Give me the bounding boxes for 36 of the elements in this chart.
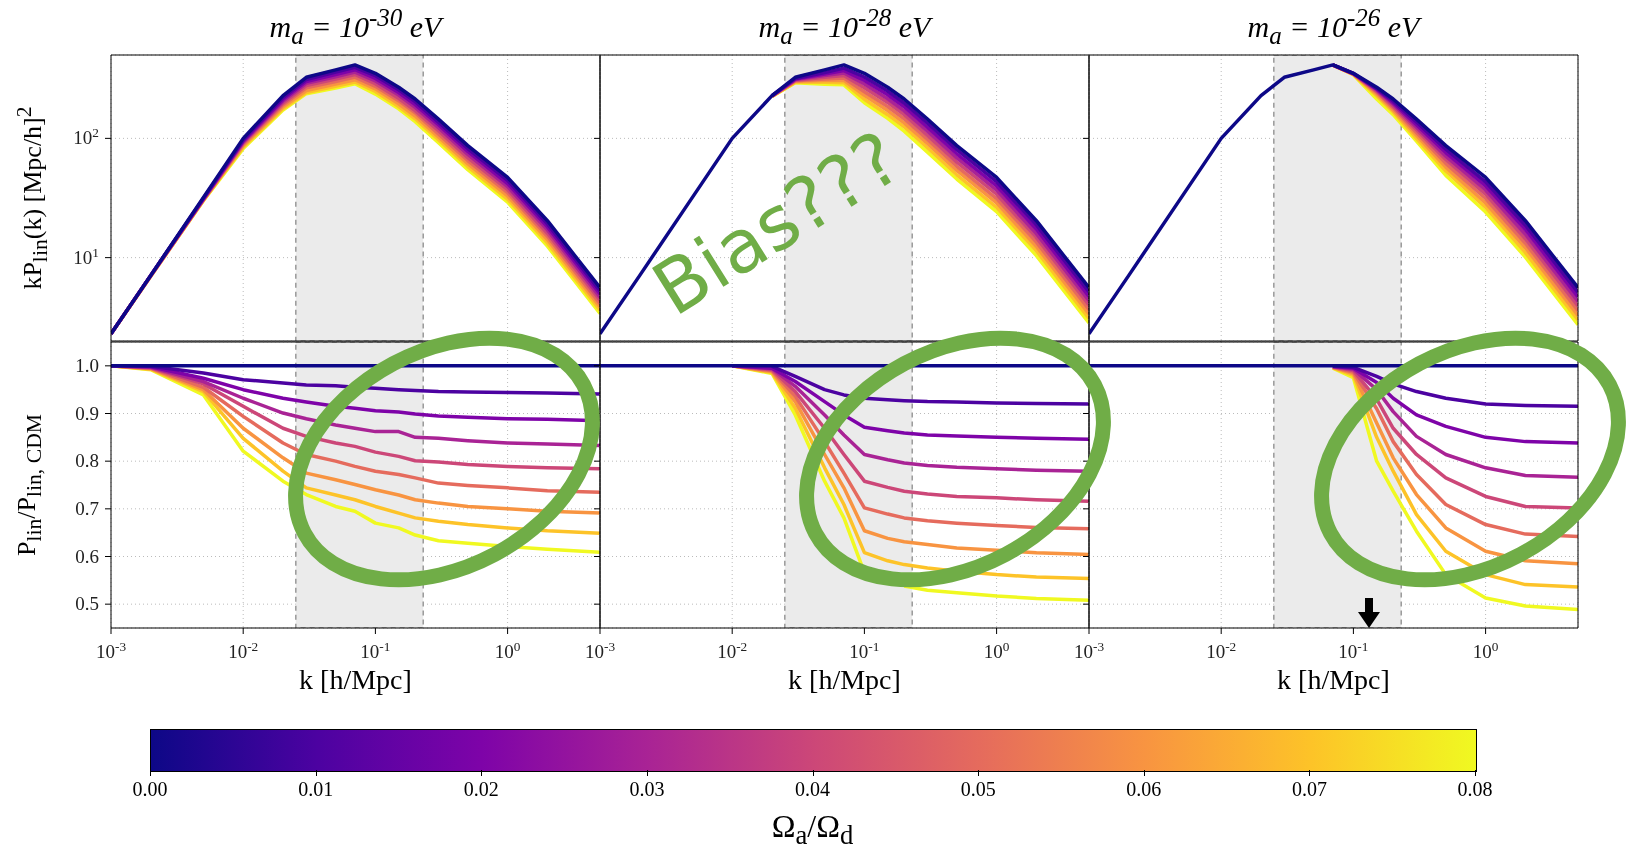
x-axis-title: k [h/Mpc]: [1276, 664, 1391, 696]
x-tick-label: 10$^{0}$: [494, 638, 521, 662]
y-tick-label: 10$^{2}$: [73, 124, 99, 149]
x-tick-label: 10$^{0}$: [983, 638, 1010, 662]
color-bar-label: 0.04: [794, 778, 831, 801]
color-bar-label: 0.06: [1125, 778, 1163, 801]
chart-title: m$_{a}$ = 10$^{-26}$ eV: [1246, 4, 1423, 50]
y-tick-label: 10$^{1}$: [73, 244, 99, 268]
y-tick-label: 0.6: [75, 545, 99, 567]
y-tick-label: 0.5: [75, 593, 99, 615]
x-tick-label: 10$^{-3}$: [95, 638, 127, 662]
color-bar-label: 0.00: [131, 778, 169, 801]
y-tick-label: 0.9: [75, 402, 99, 424]
x-tick-label: 10$^{-2}$: [228, 638, 259, 662]
x-axis-title: k [h/Mpc]: [298, 664, 413, 696]
x-tick-label: 10$^{-3}$: [1073, 638, 1105, 662]
x-tick-label: 10$^{-3}$: [584, 638, 616, 662]
x-tick-label: 10$^{-2}$: [1206, 638, 1237, 662]
chart-title: m$_{a}$ = 10$^{-28}$ eV: [757, 4, 934, 50]
y-tick-label: 0.7: [75, 497, 99, 519]
color-bar-label: 0.08: [1456, 778, 1494, 801]
color-bar-label: 0.03: [628, 778, 666, 801]
color-bar-label: 0.05: [959, 778, 997, 801]
x-tick-label: 10$^{-1}$: [849, 638, 880, 662]
color-bar-label: 0.07: [1290, 778, 1328, 801]
chart-title: m$_{a}$ = 10$^{-30}$ eV: [268, 4, 445, 50]
x-tick-label: 10$^{-2}$: [717, 638, 748, 662]
color-bar-label: 0.02: [462, 778, 500, 801]
color-bar-label: 0.01: [297, 778, 335, 801]
x-tick-label: 10$^{-1}$: [360, 638, 391, 662]
x-tick-label: 10$^{0}$: [1472, 638, 1499, 662]
y-tick-label: 1.0: [75, 354, 99, 376]
x-tick-label: 10$^{-1}$: [1338, 638, 1369, 662]
y-tick-label: 0.8: [75, 450, 99, 472]
x-axis-title: k [h/Mpc]: [787, 664, 902, 696]
color-bar-title: Ω$_{a}$/Ω$_{d}$: [770, 808, 855, 852]
